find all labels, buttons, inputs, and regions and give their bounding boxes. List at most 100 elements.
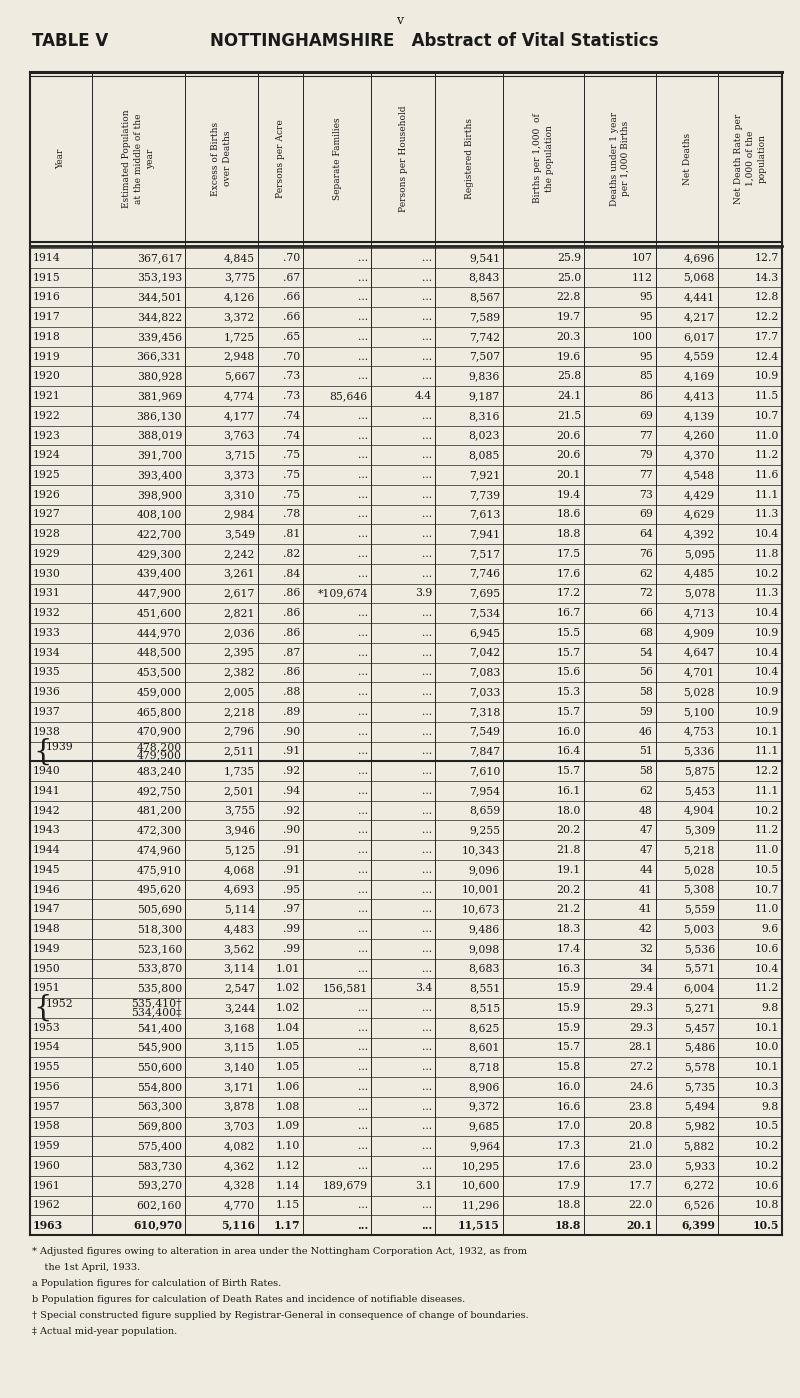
- Text: .65: .65: [282, 331, 300, 343]
- Text: 380,928: 380,928: [137, 372, 182, 382]
- Text: 381,969: 381,969: [137, 391, 182, 401]
- Text: ...: ...: [422, 786, 432, 795]
- Text: 5,095: 5,095: [684, 549, 715, 559]
- Text: 3,261: 3,261: [223, 569, 255, 579]
- Text: 5,068: 5,068: [684, 273, 715, 282]
- Text: 1956: 1956: [33, 1082, 61, 1092]
- Text: 2,547: 2,547: [224, 983, 255, 993]
- Text: 1963: 1963: [33, 1219, 63, 1230]
- Text: 11.1: 11.1: [754, 747, 779, 756]
- Text: 9,541: 9,541: [469, 253, 500, 263]
- Text: ...: ...: [422, 905, 432, 914]
- Text: 18.3: 18.3: [557, 924, 581, 934]
- Text: 19.6: 19.6: [557, 351, 581, 362]
- Text: {: {: [33, 737, 51, 765]
- Text: 7,739: 7,739: [469, 489, 500, 499]
- Text: 7,921: 7,921: [469, 470, 500, 480]
- Text: 22.0: 22.0: [629, 1201, 653, 1211]
- Text: ...: ...: [358, 411, 368, 421]
- Text: 41: 41: [639, 885, 653, 895]
- Text: 69: 69: [639, 411, 653, 421]
- Text: 575,400: 575,400: [137, 1141, 182, 1151]
- Text: ...: ...: [422, 865, 432, 875]
- Text: ...: ...: [422, 707, 432, 717]
- Text: ...: ...: [358, 865, 368, 875]
- Text: 10.9: 10.9: [754, 707, 779, 717]
- Text: 10.4: 10.4: [754, 963, 779, 973]
- Text: 3,703: 3,703: [224, 1121, 255, 1131]
- Text: 9,098: 9,098: [469, 944, 500, 953]
- Text: ...: ...: [358, 688, 368, 698]
- Text: 3,373: 3,373: [224, 470, 255, 480]
- Text: ...: ...: [422, 1062, 432, 1072]
- Text: ...: ...: [358, 372, 368, 382]
- Text: .89: .89: [282, 707, 300, 717]
- Text: ...: ...: [422, 688, 432, 698]
- Text: 3,946: 3,946: [224, 825, 255, 836]
- Text: ...: ...: [358, 963, 368, 973]
- Text: 1923: 1923: [33, 431, 61, 440]
- Text: 2,501: 2,501: [224, 786, 255, 795]
- Text: .74: .74: [283, 431, 300, 440]
- Text: 5,078: 5,078: [684, 589, 715, 598]
- Text: ...: ...: [422, 963, 432, 973]
- Text: ...: ...: [358, 431, 368, 440]
- Text: 5,667: 5,667: [224, 372, 255, 382]
- Text: ...: ...: [358, 312, 368, 322]
- Text: 4,429: 4,429: [684, 489, 715, 499]
- Text: .90: .90: [282, 727, 300, 737]
- Text: ...: ...: [422, 1141, 432, 1151]
- Text: 79: 79: [639, 450, 653, 460]
- Text: 9,372: 9,372: [469, 1102, 500, 1111]
- Text: 1936: 1936: [33, 688, 61, 698]
- Text: 10.1: 10.1: [754, 1062, 779, 1072]
- Text: 393,400: 393,400: [137, 470, 182, 480]
- Text: 20.2: 20.2: [557, 885, 581, 895]
- Text: 4,770: 4,770: [224, 1201, 255, 1211]
- Text: 4,647: 4,647: [684, 647, 715, 657]
- Text: 2,617: 2,617: [224, 589, 255, 598]
- Text: 4,559: 4,559: [684, 351, 715, 362]
- Text: 2,821: 2,821: [223, 608, 255, 618]
- Text: 1962: 1962: [33, 1201, 61, 1211]
- Text: ...: ...: [422, 1082, 432, 1092]
- Text: ...: ...: [422, 805, 432, 815]
- Text: 10.7: 10.7: [754, 411, 779, 421]
- Text: 1945: 1945: [33, 865, 61, 875]
- Text: ...: ...: [358, 844, 368, 856]
- Text: {: {: [33, 994, 51, 1022]
- Text: ...: ...: [422, 1160, 432, 1172]
- Text: 29.3: 29.3: [629, 1023, 653, 1033]
- Text: Year: Year: [57, 148, 66, 169]
- Text: 10.9: 10.9: [754, 372, 779, 382]
- Text: 7,534: 7,534: [469, 608, 500, 618]
- Text: 1944: 1944: [33, 844, 61, 856]
- Text: 18.8: 18.8: [557, 530, 581, 540]
- Text: 3.9: 3.9: [414, 589, 432, 598]
- Text: 1929: 1929: [33, 549, 61, 559]
- Text: 5,933: 5,933: [684, 1160, 715, 1172]
- Text: 554,800: 554,800: [137, 1082, 182, 1092]
- Text: 62: 62: [639, 786, 653, 795]
- Text: 29.4: 29.4: [629, 983, 653, 993]
- Text: 6,399: 6,399: [681, 1219, 715, 1230]
- Text: ...: ...: [422, 667, 432, 678]
- Text: 3.1: 3.1: [414, 1181, 432, 1191]
- Text: 15.3: 15.3: [557, 688, 581, 698]
- Text: 8,906: 8,906: [469, 1082, 500, 1092]
- Text: ...: ...: [358, 530, 368, 540]
- Text: 17.7: 17.7: [629, 1181, 653, 1191]
- Text: ...: ...: [358, 905, 368, 914]
- Text: .86: .86: [282, 589, 300, 598]
- Text: .88: .88: [282, 688, 300, 698]
- Text: .74: .74: [283, 411, 300, 421]
- Text: 533,870: 533,870: [137, 963, 182, 973]
- Text: 5,271: 5,271: [684, 1002, 715, 1014]
- Text: 444,970: 444,970: [137, 628, 182, 637]
- Text: Net Deaths: Net Deaths: [682, 133, 691, 185]
- Text: .81: .81: [282, 530, 300, 540]
- Text: 1934: 1934: [33, 647, 61, 657]
- Text: 6,272: 6,272: [684, 1181, 715, 1191]
- Text: 47: 47: [639, 844, 653, 856]
- Text: ...: ...: [358, 292, 368, 302]
